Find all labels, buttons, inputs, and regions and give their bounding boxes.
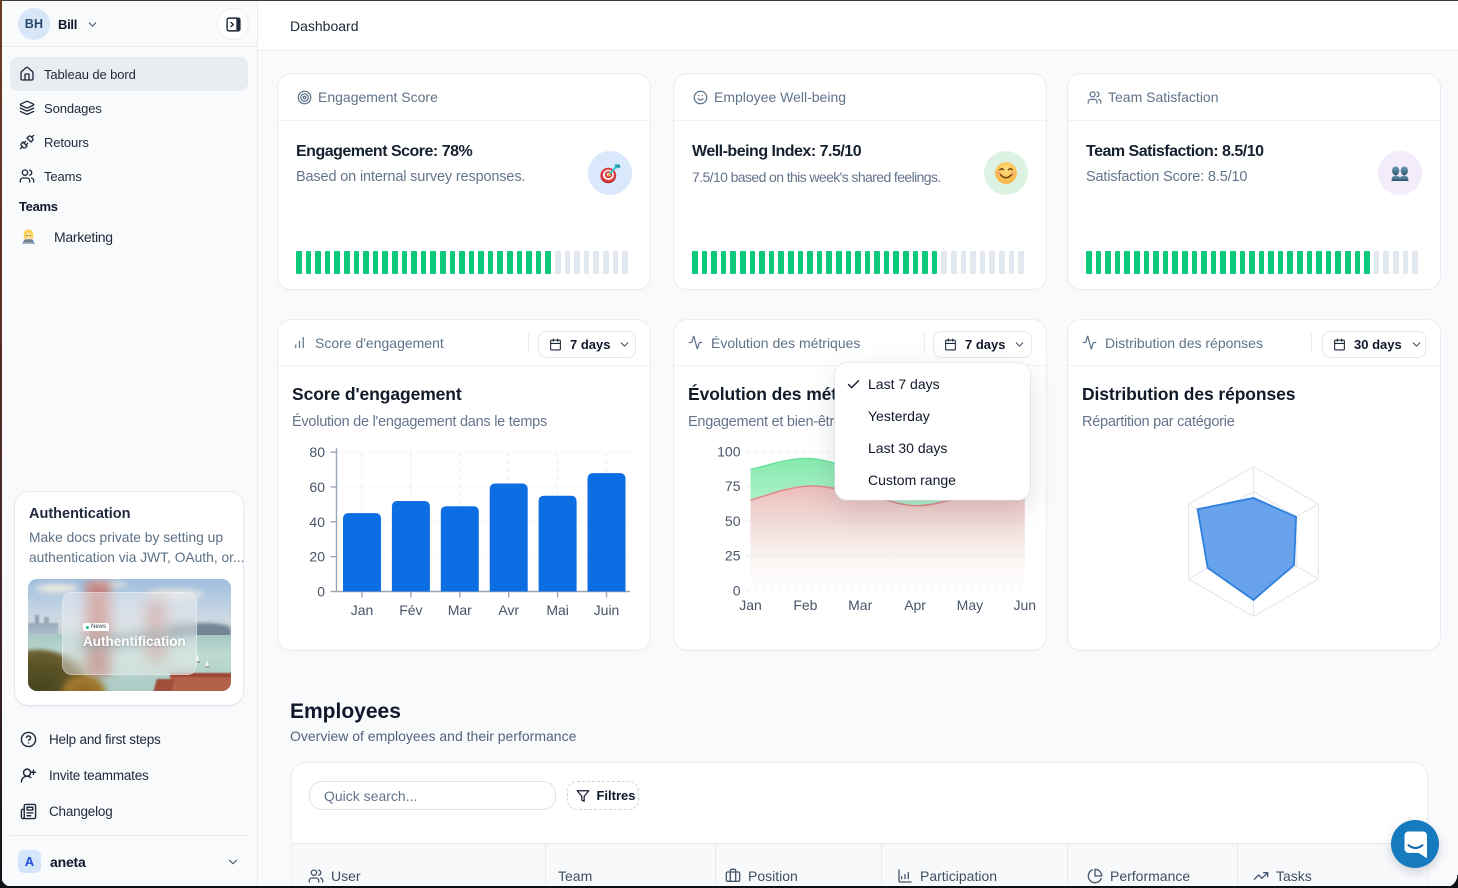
svg-text:Apr: Apr <box>904 597 926 613</box>
svg-text:Jan: Jan <box>739 597 762 613</box>
svg-text:0: 0 <box>733 582 741 598</box>
svg-text:75: 75 <box>725 478 741 494</box>
svg-text:Juin: Juin <box>594 602 620 618</box>
svg-text:20: 20 <box>309 549 325 565</box>
svg-text:Jan: Jan <box>351 602 374 618</box>
svg-text:Mar: Mar <box>448 602 472 618</box>
svg-text:Jun: Jun <box>1014 597 1037 613</box>
svg-text:60: 60 <box>309 479 325 495</box>
svg-text:40: 40 <box>309 514 325 530</box>
svg-text:80: 80 <box>309 444 325 460</box>
svg-text:25: 25 <box>725 548 741 564</box>
svg-text:50: 50 <box>725 513 741 529</box>
svg-text:0: 0 <box>317 584 325 600</box>
svg-text:Mar: Mar <box>848 597 872 613</box>
svg-text:Fév: Fév <box>399 602 422 618</box>
svg-text:Mai: Mai <box>546 602 569 618</box>
svg-text:Feb: Feb <box>793 597 817 613</box>
svg-text:Avr: Avr <box>498 602 519 618</box>
svg-text:May: May <box>957 597 983 613</box>
svg-text:100: 100 <box>717 444 741 460</box>
